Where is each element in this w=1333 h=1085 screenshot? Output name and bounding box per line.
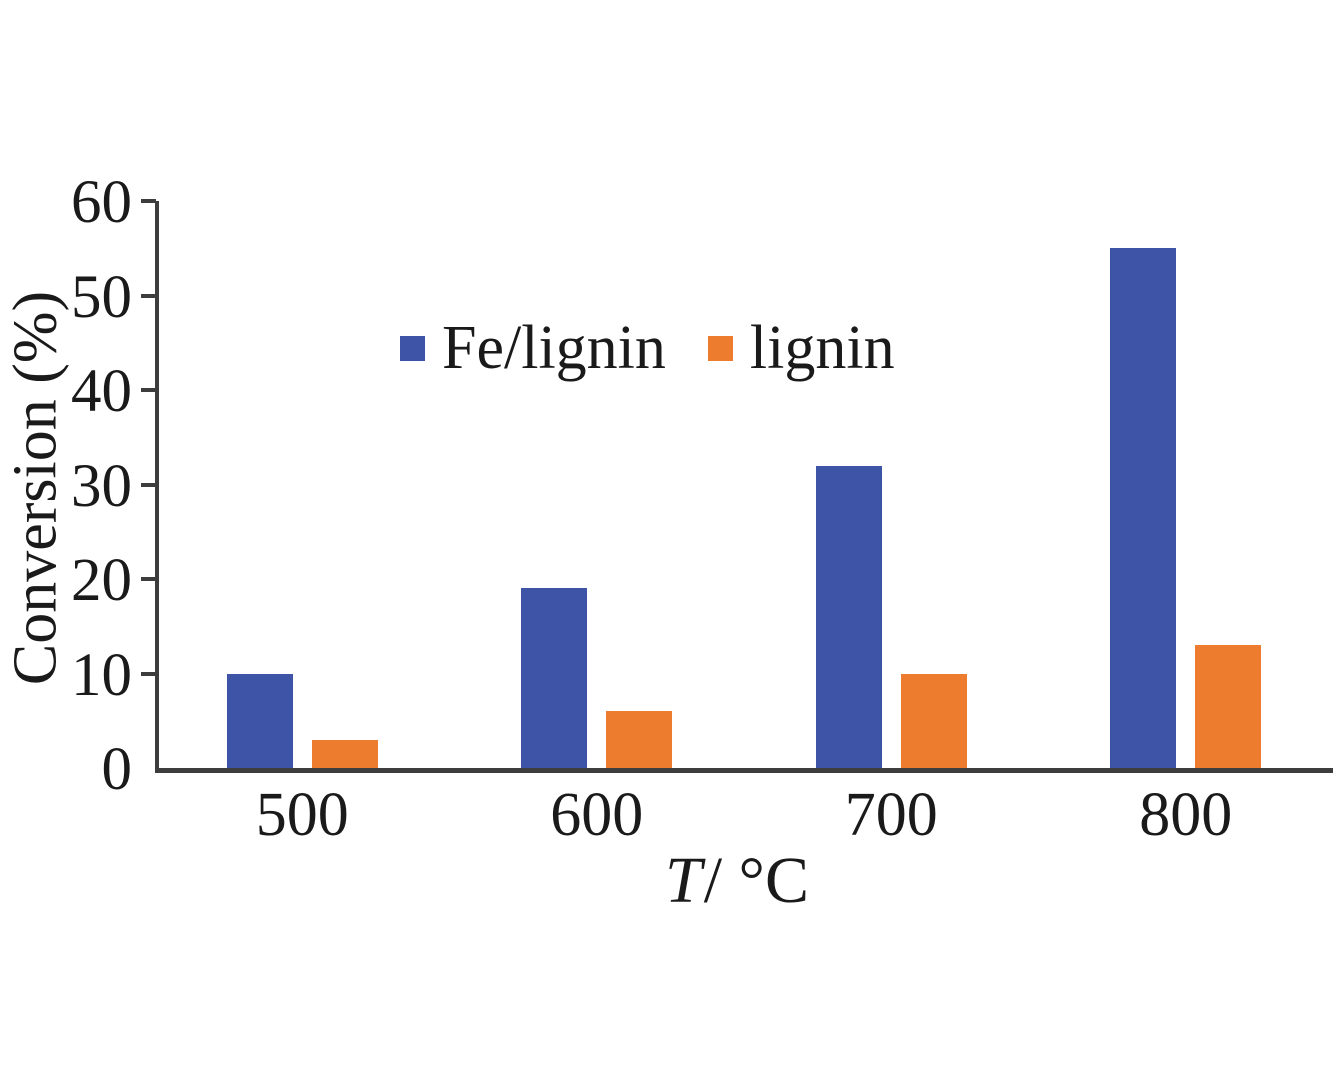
x-tick-label-600: 600	[550, 781, 644, 849]
legend-swatch-fe-lignin	[400, 335, 425, 361]
y-tick-mark	[141, 388, 156, 392]
y-tick-label: 10	[71, 641, 132, 709]
legend-swatch-lignin	[707, 335, 733, 361]
legend: Fe/lignin lignin	[400, 314, 895, 382]
bar-lignin-800	[1195, 645, 1262, 768]
y-tick-label: 20	[71, 547, 132, 614]
bar-lignin-700	[900, 673, 967, 768]
bar-fe-lignin-800	[1110, 248, 1177, 768]
x-axis-title: T/ °C	[537, 846, 937, 916]
x-tick-label-700: 700	[844, 781, 938, 849]
legend-label-fe-lignin: Fe/lignin	[442, 314, 666, 382]
y-axis-line	[155, 201, 159, 772]
y-tick-mark	[141, 577, 156, 581]
bar-fe-lignin-700	[815, 465, 882, 768]
legend-label-lignin: lignin	[749, 314, 895, 382]
x-axis-title-symbol: T	[665, 844, 702, 917]
bar-lignin-600	[606, 711, 673, 768]
x-tick-label-500: 500	[255, 781, 349, 849]
bar-fe-lignin-500	[226, 673, 293, 768]
y-tick-label: 0	[101, 736, 133, 803]
x-axis-line	[155, 768, 1333, 773]
y-tick-label: 40	[71, 358, 132, 425]
y-tick-label: 50	[71, 263, 132, 331]
y-tick-label: 30	[71, 452, 132, 520]
y-tick-mark	[141, 199, 156, 203]
x-tick-label-800: 800	[1139, 781, 1233, 849]
y-tick-mark	[141, 671, 156, 676]
bar-lignin-500	[311, 739, 378, 768]
x-axis-title-unit: / °C	[703, 844, 809, 917]
bar-fe-lignin-600	[521, 588, 588, 768]
y-tick-label: 60	[71, 169, 132, 236]
y-tick-mark	[141, 482, 156, 487]
y-tick-mark	[141, 293, 156, 298]
